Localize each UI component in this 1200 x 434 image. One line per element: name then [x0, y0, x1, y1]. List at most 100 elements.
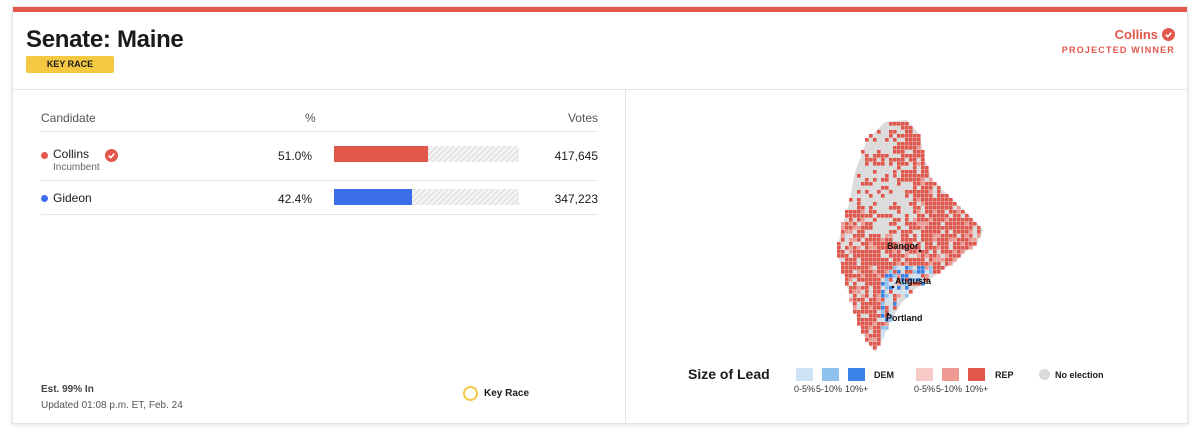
town-cell — [861, 182, 865, 186]
town-cell — [905, 242, 909, 246]
town-cell — [969, 238, 973, 242]
town-cell — [873, 310, 877, 314]
town-cell — [949, 238, 953, 242]
town-cell — [917, 282, 921, 286]
town-cell — [861, 254, 865, 258]
party-accent-bar — [13, 7, 1187, 12]
town-cell — [857, 246, 861, 250]
town-cell — [893, 254, 897, 258]
town-cell — [957, 206, 961, 210]
town-cell — [873, 242, 877, 246]
town-cell — [885, 270, 889, 274]
town-cell — [873, 154, 877, 158]
party-dot — [41, 152, 48, 159]
town-cell — [961, 238, 965, 242]
town-cell — [917, 198, 921, 202]
town-cell — [917, 210, 921, 214]
town-cell — [853, 238, 857, 242]
town-cell — [869, 242, 873, 246]
town-cell — [933, 202, 937, 206]
town-cell — [945, 242, 949, 246]
town-cell — [853, 282, 857, 286]
town-cell — [865, 294, 869, 298]
town-cell — [897, 206, 901, 210]
town-cell — [873, 262, 877, 266]
town-cell — [865, 266, 869, 270]
town-cell — [961, 218, 965, 222]
town-cell — [901, 162, 905, 166]
town-cell — [921, 182, 925, 186]
town-cell — [929, 178, 933, 182]
town-cell — [877, 286, 881, 290]
town-cell — [865, 182, 869, 186]
town-cell — [921, 258, 925, 262]
town-cell — [933, 238, 937, 242]
candidate-status: Incumbent — [53, 162, 100, 173]
town-cell — [881, 246, 885, 250]
town-cell — [897, 286, 901, 290]
town-cell — [917, 178, 921, 182]
town-cell — [849, 214, 853, 218]
town-cell — [881, 330, 885, 334]
town-cell — [873, 278, 877, 282]
town-cell — [897, 254, 901, 258]
town-cell — [865, 310, 869, 314]
town-cell — [845, 278, 849, 282]
town-cell — [945, 226, 949, 230]
town-cell — [873, 294, 877, 298]
town-cell — [901, 126, 905, 130]
town-cell — [885, 298, 889, 302]
town-cell — [849, 218, 853, 222]
town-cell — [901, 274, 905, 278]
town-cell — [861, 258, 865, 262]
town-cell — [973, 222, 977, 226]
town-cell — [889, 266, 893, 270]
town-cell — [897, 166, 901, 170]
town-cell — [865, 214, 869, 218]
town-cell — [889, 318, 893, 322]
town-cell — [937, 218, 941, 222]
candidate-row-gideon: Gideon 42.4% 347,223 — [41, 181, 598, 215]
town-cell — [857, 226, 861, 230]
town-cell — [853, 222, 857, 226]
town-cell — [873, 342, 877, 346]
town-cell — [845, 270, 849, 274]
town-cell — [949, 250, 953, 254]
town-cell — [933, 214, 937, 218]
town-cell — [913, 182, 917, 186]
town-cell — [917, 274, 921, 278]
town-cell — [917, 218, 921, 222]
town-cell — [901, 266, 905, 270]
town-cell — [937, 270, 941, 274]
town-cell — [905, 290, 909, 294]
town-cell — [905, 138, 909, 142]
town-cell — [913, 210, 917, 214]
town-cell — [957, 222, 961, 226]
town-cell — [885, 266, 889, 270]
town-cell — [921, 254, 925, 258]
town-cell — [961, 230, 965, 234]
town-cell — [861, 310, 865, 314]
town-cell — [977, 230, 981, 234]
town-cell — [857, 270, 861, 274]
town-cell — [861, 210, 865, 214]
town-cell — [885, 214, 889, 218]
town-cell — [853, 210, 857, 214]
town-cell — [933, 270, 937, 274]
town-cell — [873, 158, 877, 162]
candidate-percent: 42.4% — [277, 192, 312, 206]
town-cell — [909, 158, 913, 162]
town-cell — [889, 262, 893, 266]
town-cell — [873, 290, 877, 294]
town-cell — [913, 222, 917, 226]
town-cell — [953, 226, 957, 230]
town-cell — [897, 250, 901, 254]
town-cell — [857, 318, 861, 322]
town-cell — [877, 278, 881, 282]
town-cell — [853, 226, 857, 230]
town-cell — [913, 146, 917, 150]
town-cell — [905, 282, 909, 286]
town-cell — [845, 230, 849, 234]
town-cell — [913, 250, 917, 254]
maine-results-map[interactable]: Bangor Augusta Portland — [815, 112, 995, 362]
